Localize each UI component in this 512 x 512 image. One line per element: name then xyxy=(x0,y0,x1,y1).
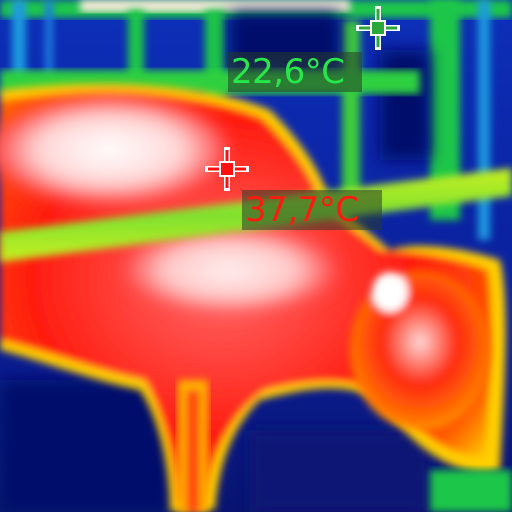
cold-spot-temperature: 22,6°C xyxy=(228,52,362,92)
hot-spot-crosshair-icon[interactable] xyxy=(205,147,249,191)
cold-spot-crosshair-icon[interactable] xyxy=(356,6,400,50)
hot-spot-temperature: 37,7°C xyxy=(242,190,382,230)
